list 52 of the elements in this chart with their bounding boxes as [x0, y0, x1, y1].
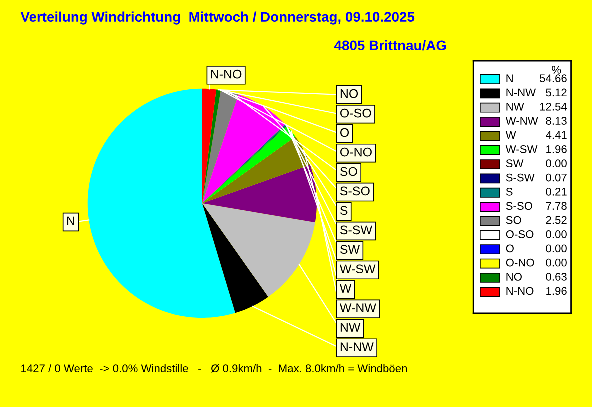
text: 1427 / 0 Werte -> 0.0% Windstille - Ø 0.9km/h - Max. 8.0km/h = Windböen	[22, 364, 407, 373]
chart-subtitle: 4805 Brittnau/AG	[334, 40, 446, 51]
category-label: O-NO	[340, 148, 372, 157]
legend-label: SW	[506, 160, 524, 168]
legend-label: NW	[506, 103, 524, 111]
chart-title: Verteilung Windrichtung Mittwoch / Donnerstag, 09.10.2025	[20, 12, 415, 25]
data-label: 8.13	[546, 117, 567, 125]
text: 0.00	[546, 160, 567, 168]
data-label: 0.21	[546, 188, 567, 196]
slice-label: W-NW	[340, 304, 376, 312]
data-label: 7.78	[546, 202, 567, 210]
legend-label: SO	[506, 216, 522, 224]
legend-label: W-SW	[506, 145, 538, 154]
data-label: 12.54	[540, 102, 568, 111]
legend-label: S-SO	[506, 202, 532, 210]
data-label: 1.96	[546, 145, 567, 154]
category-label: O	[340, 128, 350, 138]
data-label: 4.41	[546, 131, 567, 140]
slice-label: S	[340, 206, 348, 216]
slice-label: W-SW	[340, 264, 376, 274]
slice-label: W	[340, 284, 352, 293]
slice-label: NO	[340, 89, 358, 98]
slice-label: N-NW	[340, 342, 374, 352]
slice-label: S-SO	[340, 186, 370, 196]
legend-label: O	[506, 244, 514, 253]
text: 0.00	[546, 244, 567, 253]
text: 0.00	[546, 258, 567, 267]
data-label: 54.66	[540, 74, 567, 82]
slice-label: S-SW	[340, 226, 372, 235]
category-label: SW	[340, 245, 360, 254]
legend-label: N	[506, 74, 513, 82]
legend-label: S	[506, 188, 513, 196]
category-label: O-SO	[340, 108, 372, 118]
slice-label: N-NO	[211, 70, 242, 79]
legend-title: %	[552, 66, 562, 74]
legend-label: W	[506, 131, 516, 140]
slice-label: N	[67, 216, 74, 226]
legend-label: W-NW	[506, 117, 538, 125]
data-label: 0.07	[546, 174, 567, 182]
legend-label: O-NO	[506, 258, 534, 267]
data-label: 5.12	[546, 88, 567, 97]
text: 0.00	[546, 230, 567, 238]
slice-label: SO	[340, 167, 358, 176]
legend-label: N-NW	[506, 88, 536, 97]
slice-label: NW	[340, 323, 361, 332]
legend-label: S-SW	[506, 174, 535, 182]
data-label: 0.63	[546, 273, 567, 281]
data-label: 2.52	[546, 216, 567, 224]
data-label: 1.96	[546, 287, 567, 296]
legend-label: NO	[506, 273, 522, 281]
legend-label: N-NO	[506, 287, 534, 296]
legend-label: O-SO	[506, 230, 534, 238]
